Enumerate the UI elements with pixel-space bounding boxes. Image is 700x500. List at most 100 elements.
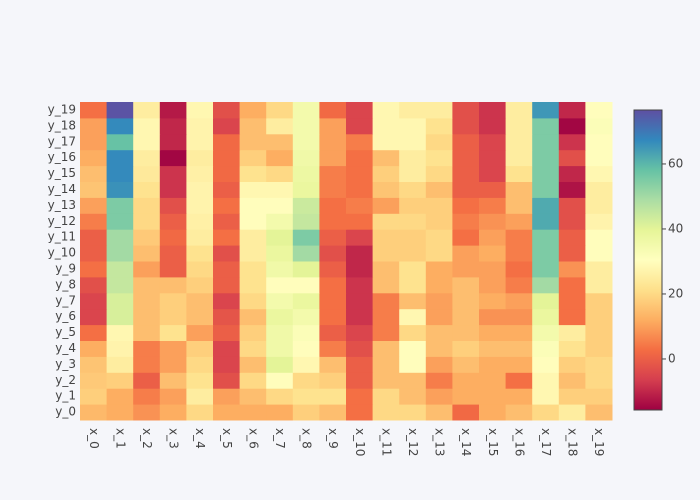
x-tick-label: x_9 [326, 428, 340, 449]
heatmap-cell [133, 165, 161, 182]
heatmap-cell [372, 276, 400, 294]
heatmap-cell [106, 261, 134, 278]
heatmap-cell [372, 229, 400, 246]
heatmap-cell [346, 404, 374, 421]
heatmap-cell [372, 372, 400, 389]
heatmap-cell [106, 388, 134, 405]
heatmap-cell [292, 213, 320, 230]
heatmap-cell [372, 308, 400, 326]
heatmap-cell [133, 372, 161, 389]
y-tick-label: y_19 [48, 102, 76, 116]
heatmap-cell [239, 213, 267, 230]
heatmap-cell [213, 149, 241, 167]
heatmap-cell [558, 276, 586, 294]
heatmap-cell [479, 261, 507, 278]
heatmap-cell [558, 340, 586, 357]
y-tick-label: y_9 [55, 261, 76, 275]
heatmap-cell [133, 404, 161, 421]
heatmap-cell [505, 149, 533, 167]
heatmap-cell [106, 404, 134, 421]
heatmap-cell [372, 261, 400, 278]
heatmap-cell [159, 197, 187, 214]
heatmap-cell [292, 340, 320, 357]
y-tick-label: y_14 [48, 182, 76, 196]
heatmap-cell [80, 197, 108, 214]
heatmap-cell [186, 356, 214, 373]
heatmap-cell [479, 292, 507, 310]
heatmap-cell [80, 308, 108, 326]
heatmap-cell [186, 388, 214, 405]
heatmap-cell [133, 261, 161, 278]
heatmap-cell [133, 324, 161, 341]
heatmap-cell [106, 229, 134, 246]
heatmap-cell [425, 324, 453, 341]
heatmap-cell [399, 261, 427, 278]
heatmap-cell [106, 213, 134, 230]
y-tick-label: y_3 [55, 357, 76, 371]
heatmap-cell [319, 229, 347, 246]
heatmap-cell [585, 197, 613, 214]
heatmap-cell [532, 308, 560, 326]
heatmap-cell [346, 133, 374, 151]
heatmap-cell [346, 213, 374, 230]
heatmap-cell [452, 102, 480, 119]
heatmap-cell [239, 197, 267, 214]
heatmap-cell [532, 149, 560, 167]
heatmap-cell [292, 117, 320, 135]
heatmap-cell [532, 276, 560, 294]
heatmap-cell [425, 102, 453, 119]
heatmap-cell [452, 133, 480, 151]
heatmap-cell [80, 356, 108, 373]
heatmap-cell [186, 149, 214, 167]
heatmap-cell [213, 102, 241, 119]
heatmap-cell [292, 404, 320, 421]
heatmap-cell [186, 197, 214, 214]
heatmap-cell [106, 324, 134, 341]
heatmap-cell [239, 149, 267, 167]
heatmap-cell [186, 133, 214, 151]
heatmap-cell [479, 181, 507, 198]
heatmap-cell [133, 356, 161, 373]
heatmap-cell [239, 404, 267, 421]
y-tick-label: y_5 [55, 325, 76, 339]
heatmap-cell [479, 388, 507, 405]
heatmap-cell [213, 276, 241, 294]
heatmap-cell [399, 149, 427, 167]
x-tick-label: x_16 [512, 428, 526, 456]
heatmap-cell [479, 404, 507, 421]
heatmap-cell [346, 261, 374, 278]
heatmap-cell [266, 149, 294, 167]
heatmap-cell [452, 149, 480, 167]
heatmap-cell [558, 372, 586, 389]
heatmap-cell [532, 133, 560, 151]
heatmap-cell [346, 229, 374, 246]
heatmap-cell [479, 340, 507, 357]
heatmap-cell [425, 229, 453, 246]
heatmap-cell [346, 181, 374, 198]
heatmap-cell [479, 356, 507, 373]
heatmap-cell [133, 133, 161, 151]
y-tick-label: y_7 [55, 293, 76, 307]
x-tick-label: x_8 [300, 428, 314, 449]
heatmap-cell [239, 133, 267, 151]
heatmap-cell [558, 165, 586, 182]
heatmap-cell [532, 102, 560, 119]
heatmap-cell [239, 324, 267, 341]
heatmap-cell [505, 197, 533, 214]
heatmap-cell [319, 133, 347, 151]
heatmap-cell [346, 276, 374, 294]
heatmap-cell [372, 292, 400, 310]
heatmap-cell [585, 388, 613, 405]
heatmap-cell [585, 261, 613, 278]
heatmap-cell [319, 181, 347, 198]
heatmap-cell [399, 117, 427, 135]
heatmap-cell [266, 276, 294, 294]
heatmap-cell [399, 340, 427, 357]
heatmap-cell [399, 388, 427, 405]
heatmap-cell [425, 388, 453, 405]
heatmap-cell [479, 372, 507, 389]
heatmap-cell [292, 372, 320, 389]
heatmap-cell [558, 308, 586, 326]
heatmap-cell [213, 165, 241, 182]
colorbar-tick-label: 20 [668, 286, 683, 300]
